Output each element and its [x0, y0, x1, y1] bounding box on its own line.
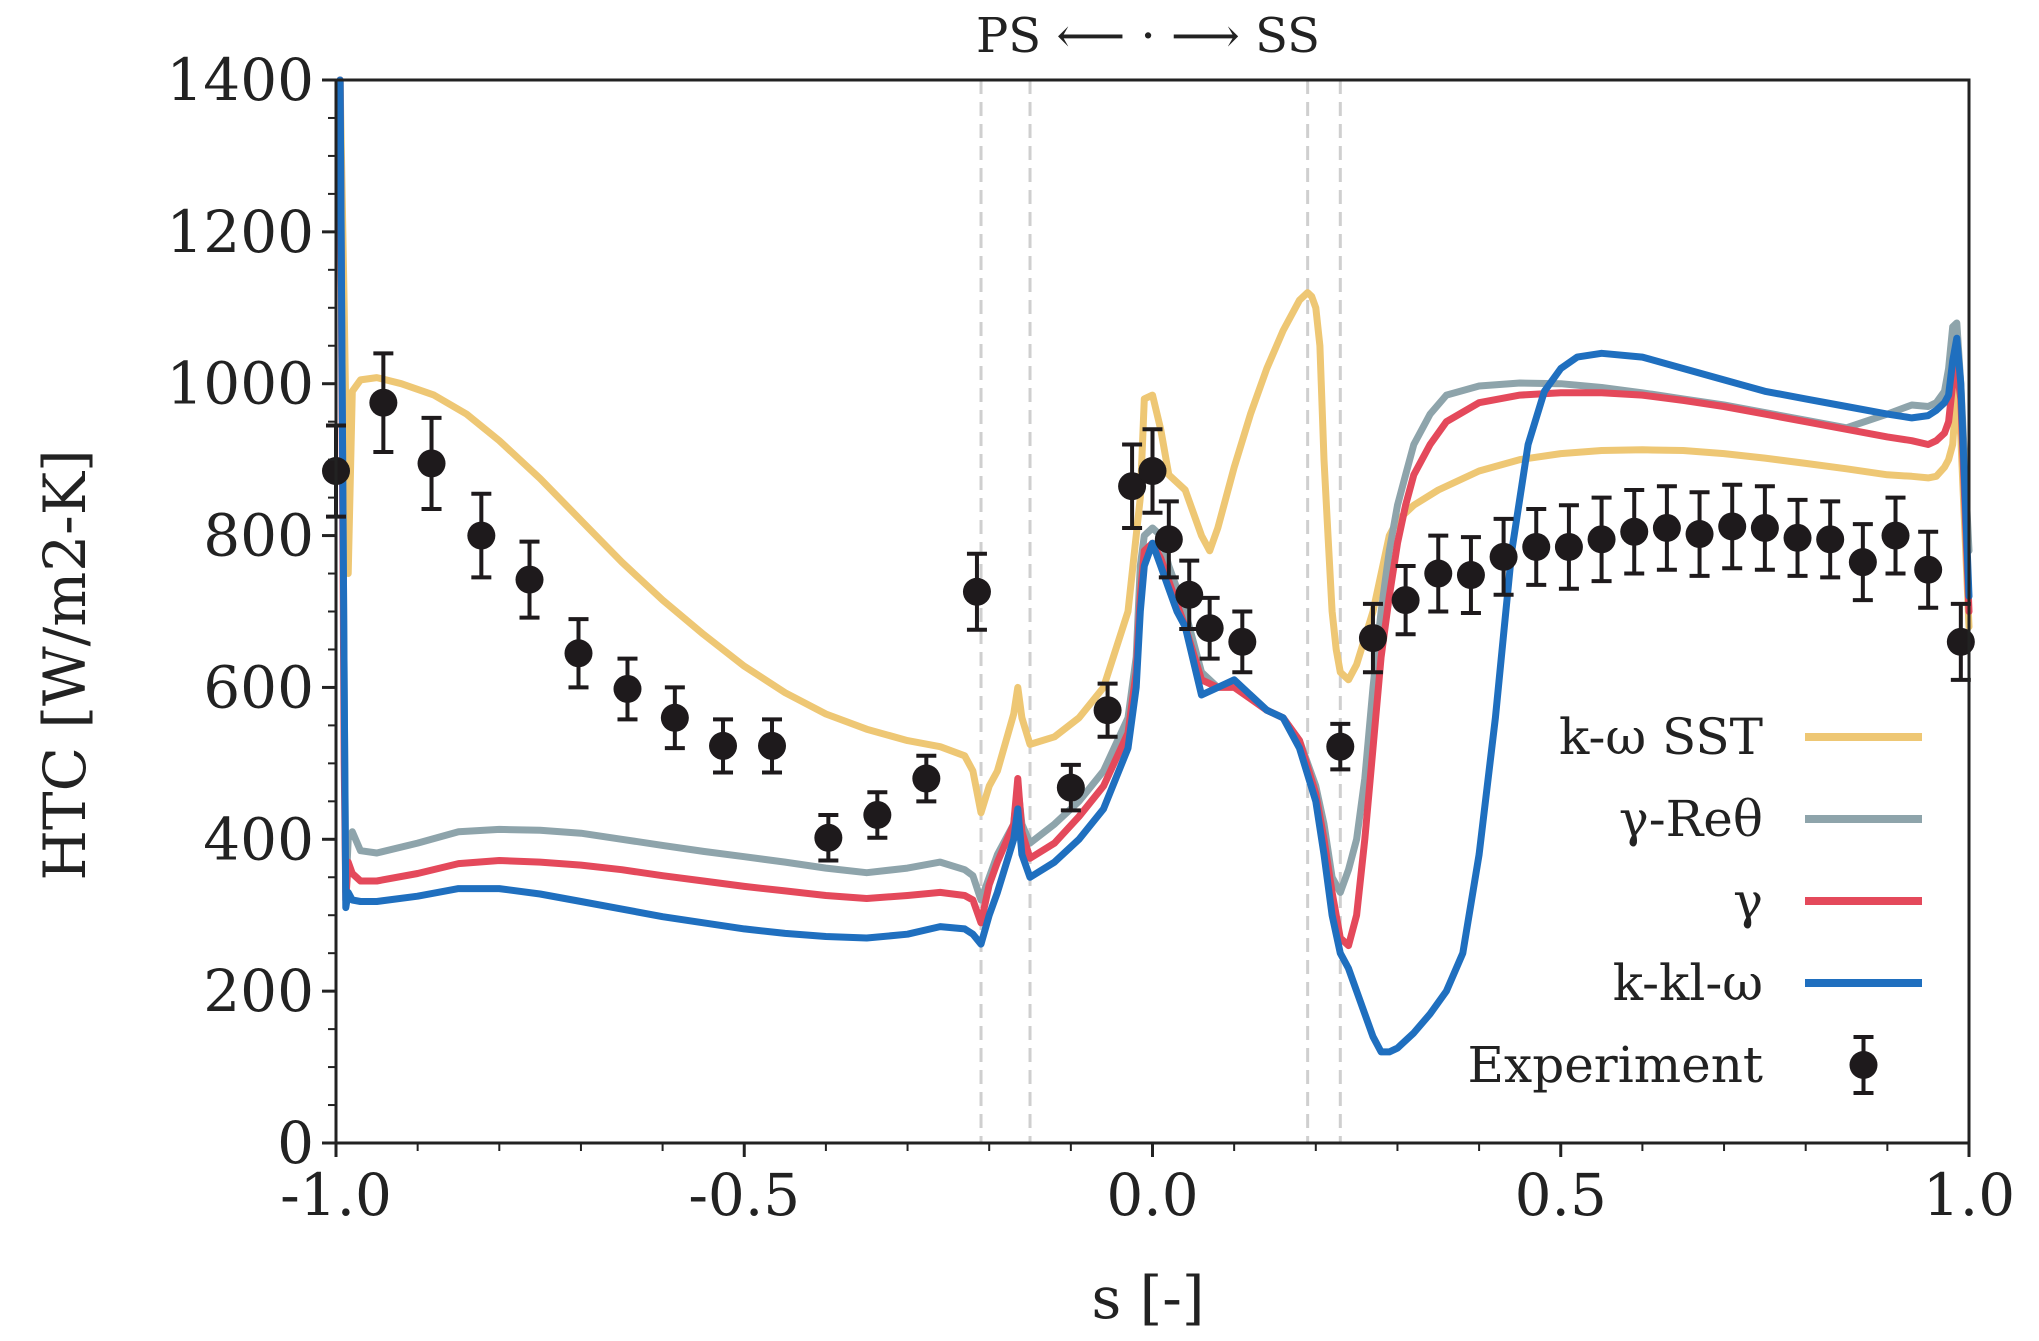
experiment-point-7	[660, 685, 689, 751]
experiment-point-30	[1587, 495, 1616, 584]
y-tick-label-2: 400	[203, 805, 314, 873]
legend-entry-1: γ-Reθ	[1619, 790, 1922, 848]
experiment-point-15	[1093, 681, 1122, 739]
experiment-point-3	[467, 491, 496, 580]
legend-label-0: k-ω SST	[1559, 708, 1763, 766]
experiment-point-26	[1456, 535, 1485, 616]
legend: k-ω SST γ-Reθ γ k-kl-ω Experiment	[1468, 708, 1922, 1095]
legend-label-2: γ	[1733, 872, 1763, 930]
experiment-point-22	[1326, 721, 1355, 772]
y-tick-label-0: 0	[277, 1109, 314, 1177]
series-line-1	[336, 76, 1973, 904]
legend-entry-3: k-kl-ω	[1613, 954, 1922, 1012]
y-axis-ticks: 0 200 400 600 800 1000 1200 1400	[166, 46, 336, 1177]
experiment-point-21	[1228, 609, 1257, 675]
experiment-point-25	[1424, 533, 1453, 614]
experiment-point-8	[709, 717, 738, 775]
legend-label-4: Experiment	[1468, 1036, 1763, 1094]
experiment-point-19	[1175, 558, 1204, 631]
legend-entry-2: γ	[1733, 872, 1922, 930]
experiment-point-2	[417, 415, 446, 511]
experiment-point-40	[1914, 529, 1943, 610]
experiment-point-39	[1881, 495, 1910, 576]
experiment-point-6	[613, 656, 642, 722]
experiment-point-27	[1489, 516, 1518, 597]
experiment-point-12	[912, 753, 941, 804]
experiment-point-33	[1685, 490, 1714, 578]
experiment-point-35	[1750, 484, 1779, 572]
experiment-point-28	[1522, 506, 1551, 587]
experiment-point-18	[1154, 499, 1183, 580]
experiment-point-38	[1848, 522, 1877, 603]
x-tick-label-0: -1.0	[280, 1161, 392, 1229]
series-line-3	[336, 76, 1973, 1056]
experiment-points	[322, 351, 1975, 863]
legend-swatch-4	[1849, 1051, 1878, 1079]
x-tick-label-3: 0.5	[1515, 1161, 1607, 1229]
y-axis-title: HTC [W/m2-K]	[31, 449, 99, 880]
experiment-point-32	[1652, 484, 1681, 572]
x-axis-ticks: -1.0 -0.5 0.0 0.5 1.0	[280, 1143, 2015, 1229]
legend-label-3: k-kl-ω	[1613, 954, 1763, 1012]
series-lines	[336, 76, 1973, 1056]
experiment-point-11	[863, 790, 892, 840]
experiment-point-10	[814, 812, 843, 863]
experiment-point-23	[1358, 601, 1387, 675]
experiment-point-14	[1056, 762, 1085, 813]
y-tick-label-1: 200	[203, 957, 314, 1025]
y-tick-label-3: 600	[203, 653, 314, 721]
y-tick-label-5: 1000	[166, 350, 314, 418]
experiment-point-34	[1718, 482, 1747, 571]
experiment-point-13	[962, 551, 991, 632]
reference-lines	[979, 80, 1342, 1143]
ps-ss-annotation: PS ⟵ · ⟶ SS	[976, 8, 1320, 64]
experiment-point-36	[1783, 497, 1812, 578]
series-line-0	[336, 76, 1973, 817]
experiment-point-29	[1554, 503, 1583, 591]
y-tick-label-4: 800	[203, 502, 314, 570]
experiment-point-37	[1816, 499, 1845, 580]
y-tick-label-6: 1200	[166, 198, 314, 266]
experiment-point-20	[1195, 595, 1224, 661]
legend-entry-0: k-ω SST	[1559, 708, 1922, 766]
legend-label-1: γ-Reθ	[1619, 790, 1763, 848]
y-tick-label-7: 1400	[166, 46, 314, 114]
experiment-point-17	[1138, 427, 1167, 515]
legend-entry-4: Experiment	[1468, 1035, 1878, 1095]
experiment-point-4	[515, 539, 544, 620]
experiment-point-24	[1391, 563, 1420, 637]
experiment-point-31	[1620, 488, 1649, 576]
experiment-point-5	[564, 617, 593, 690]
x-tick-label-1: -0.5	[688, 1161, 800, 1229]
x-tick-label-2: 0.0	[1106, 1161, 1198, 1229]
x-tick-label-4: 1.0	[1923, 1161, 2015, 1229]
experiment-point-16	[1118, 442, 1147, 530]
experiment-point-9	[758, 717, 787, 775]
x-axis-title: s [-]	[1091, 1264, 1204, 1332]
experiment-point-1	[369, 351, 398, 455]
